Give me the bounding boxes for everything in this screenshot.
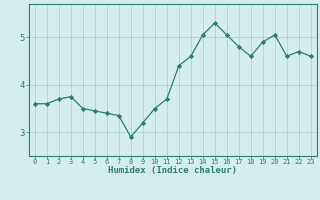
X-axis label: Humidex (Indice chaleur): Humidex (Indice chaleur): [108, 166, 237, 175]
